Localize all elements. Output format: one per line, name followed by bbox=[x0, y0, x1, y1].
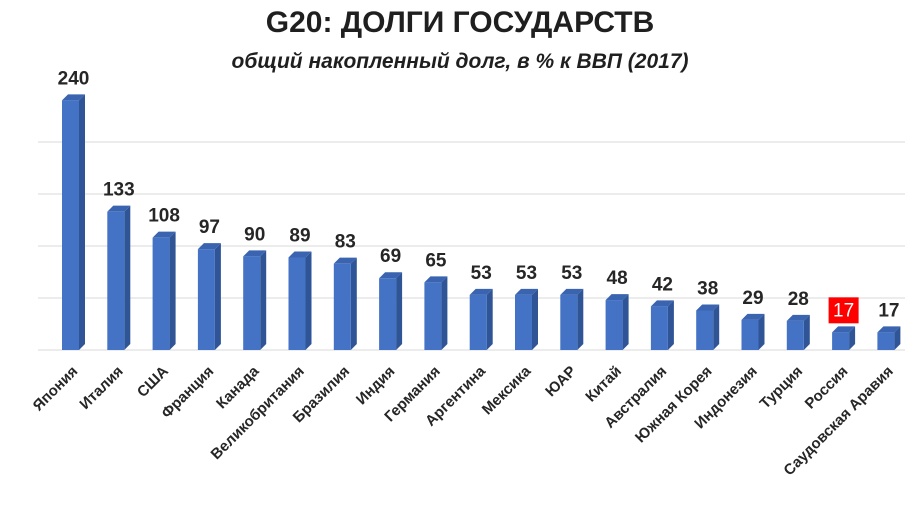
value-label: 17 bbox=[833, 300, 854, 321]
bar-top bbox=[379, 272, 403, 279]
value-label: 97 bbox=[199, 217, 220, 238]
category-label: Китай bbox=[582, 363, 625, 406]
bar bbox=[424, 282, 442, 350]
bar-top bbox=[62, 94, 85, 101]
value-label: 42 bbox=[652, 274, 673, 295]
bar-side bbox=[758, 313, 765, 350]
bar bbox=[650, 306, 668, 350]
value-label: 65 bbox=[425, 250, 447, 271]
bar-side bbox=[532, 288, 538, 350]
bar-top bbox=[650, 300, 674, 307]
chart-subtitle: общий накопленный долг, в % к ВВП (2017) bbox=[231, 50, 689, 73]
bar bbox=[243, 256, 261, 350]
value-label: 29 bbox=[742, 288, 763, 309]
value-label: 69 bbox=[380, 246, 401, 267]
category-label: Мексика bbox=[479, 362, 535, 418]
bar-side bbox=[350, 257, 357, 350]
bar-top bbox=[877, 326, 901, 333]
bar bbox=[786, 320, 804, 350]
value-label: 240 bbox=[58, 68, 90, 89]
bar-top bbox=[469, 288, 493, 295]
category-label: Турция bbox=[757, 363, 807, 413]
bar-top bbox=[605, 294, 629, 301]
bar-top bbox=[152, 231, 176, 238]
bar-top bbox=[696, 304, 720, 311]
category-label: Италия bbox=[76, 363, 126, 413]
bar-top bbox=[288, 251, 312, 258]
bar bbox=[605, 300, 623, 350]
bar-side bbox=[305, 251, 312, 350]
bar bbox=[469, 294, 487, 350]
bar bbox=[560, 294, 578, 350]
bar-side bbox=[894, 326, 901, 350]
value-label: 28 bbox=[788, 289, 809, 310]
bar-top bbox=[741, 313, 765, 320]
bar-top bbox=[424, 276, 448, 283]
value-label: 53 bbox=[561, 263, 582, 284]
bar-side bbox=[79, 94, 85, 351]
bar bbox=[741, 319, 759, 350]
value-label: 53 bbox=[516, 263, 537, 284]
value-label: 17 bbox=[878, 300, 899, 321]
bar-side bbox=[803, 314, 810, 350]
bar-side bbox=[441, 276, 448, 350]
bar bbox=[696, 310, 714, 350]
bar-side bbox=[214, 243, 221, 350]
bar bbox=[379, 278, 397, 350]
category-label: Индия bbox=[353, 363, 398, 408]
value-label: 53 bbox=[471, 263, 492, 284]
bar-side bbox=[486, 288, 493, 350]
bar-top bbox=[560, 288, 584, 295]
highlight-label-bg bbox=[828, 297, 859, 324]
value-labels: 240 133 108 97 90 89 83 69 65 53 53 53 48 42 38 29 28 17 1… bbox=[58, 68, 899, 324]
bar-side bbox=[124, 205, 131, 350]
bar bbox=[515, 294, 532, 350]
bars bbox=[62, 94, 901, 351]
bar-side bbox=[849, 326, 856, 350]
value-label: 83 bbox=[335, 232, 356, 253]
value-label: 89 bbox=[289, 225, 310, 246]
chart-title: G20: ДОЛГИ ГОСУДАРСТВ bbox=[265, 6, 655, 39]
bar-side bbox=[577, 288, 584, 350]
bar-side bbox=[713, 304, 720, 350]
bar bbox=[832, 332, 850, 350]
bar bbox=[62, 100, 79, 351]
bar-top bbox=[832, 326, 856, 333]
bar-top bbox=[333, 257, 357, 264]
bar-side bbox=[622, 294, 629, 350]
bar-top bbox=[197, 243, 221, 250]
value-label: 108 bbox=[148, 206, 180, 227]
value-label: 133 bbox=[103, 180, 135, 201]
bar bbox=[152, 237, 170, 350]
bar bbox=[333, 263, 351, 350]
bar-top bbox=[243, 250, 267, 257]
category-label: США bbox=[134, 363, 172, 401]
bar-side bbox=[396, 272, 403, 350]
bar-top bbox=[107, 205, 131, 212]
bar bbox=[197, 249, 215, 350]
bar-side bbox=[169, 231, 176, 350]
bar-top bbox=[515, 288, 538, 295]
value-label: 48 bbox=[607, 268, 628, 289]
bar bbox=[288, 257, 306, 350]
category-label: ЮАР bbox=[542, 363, 579, 400]
category-label: Япония bbox=[30, 363, 82, 415]
value-label: 38 bbox=[697, 278, 718, 299]
value-label: 90 bbox=[244, 224, 265, 245]
bar-side bbox=[667, 300, 674, 350]
bar bbox=[107, 211, 125, 350]
bar-top bbox=[786, 314, 810, 321]
bar bbox=[877, 332, 895, 350]
bar-side bbox=[260, 250, 267, 350]
